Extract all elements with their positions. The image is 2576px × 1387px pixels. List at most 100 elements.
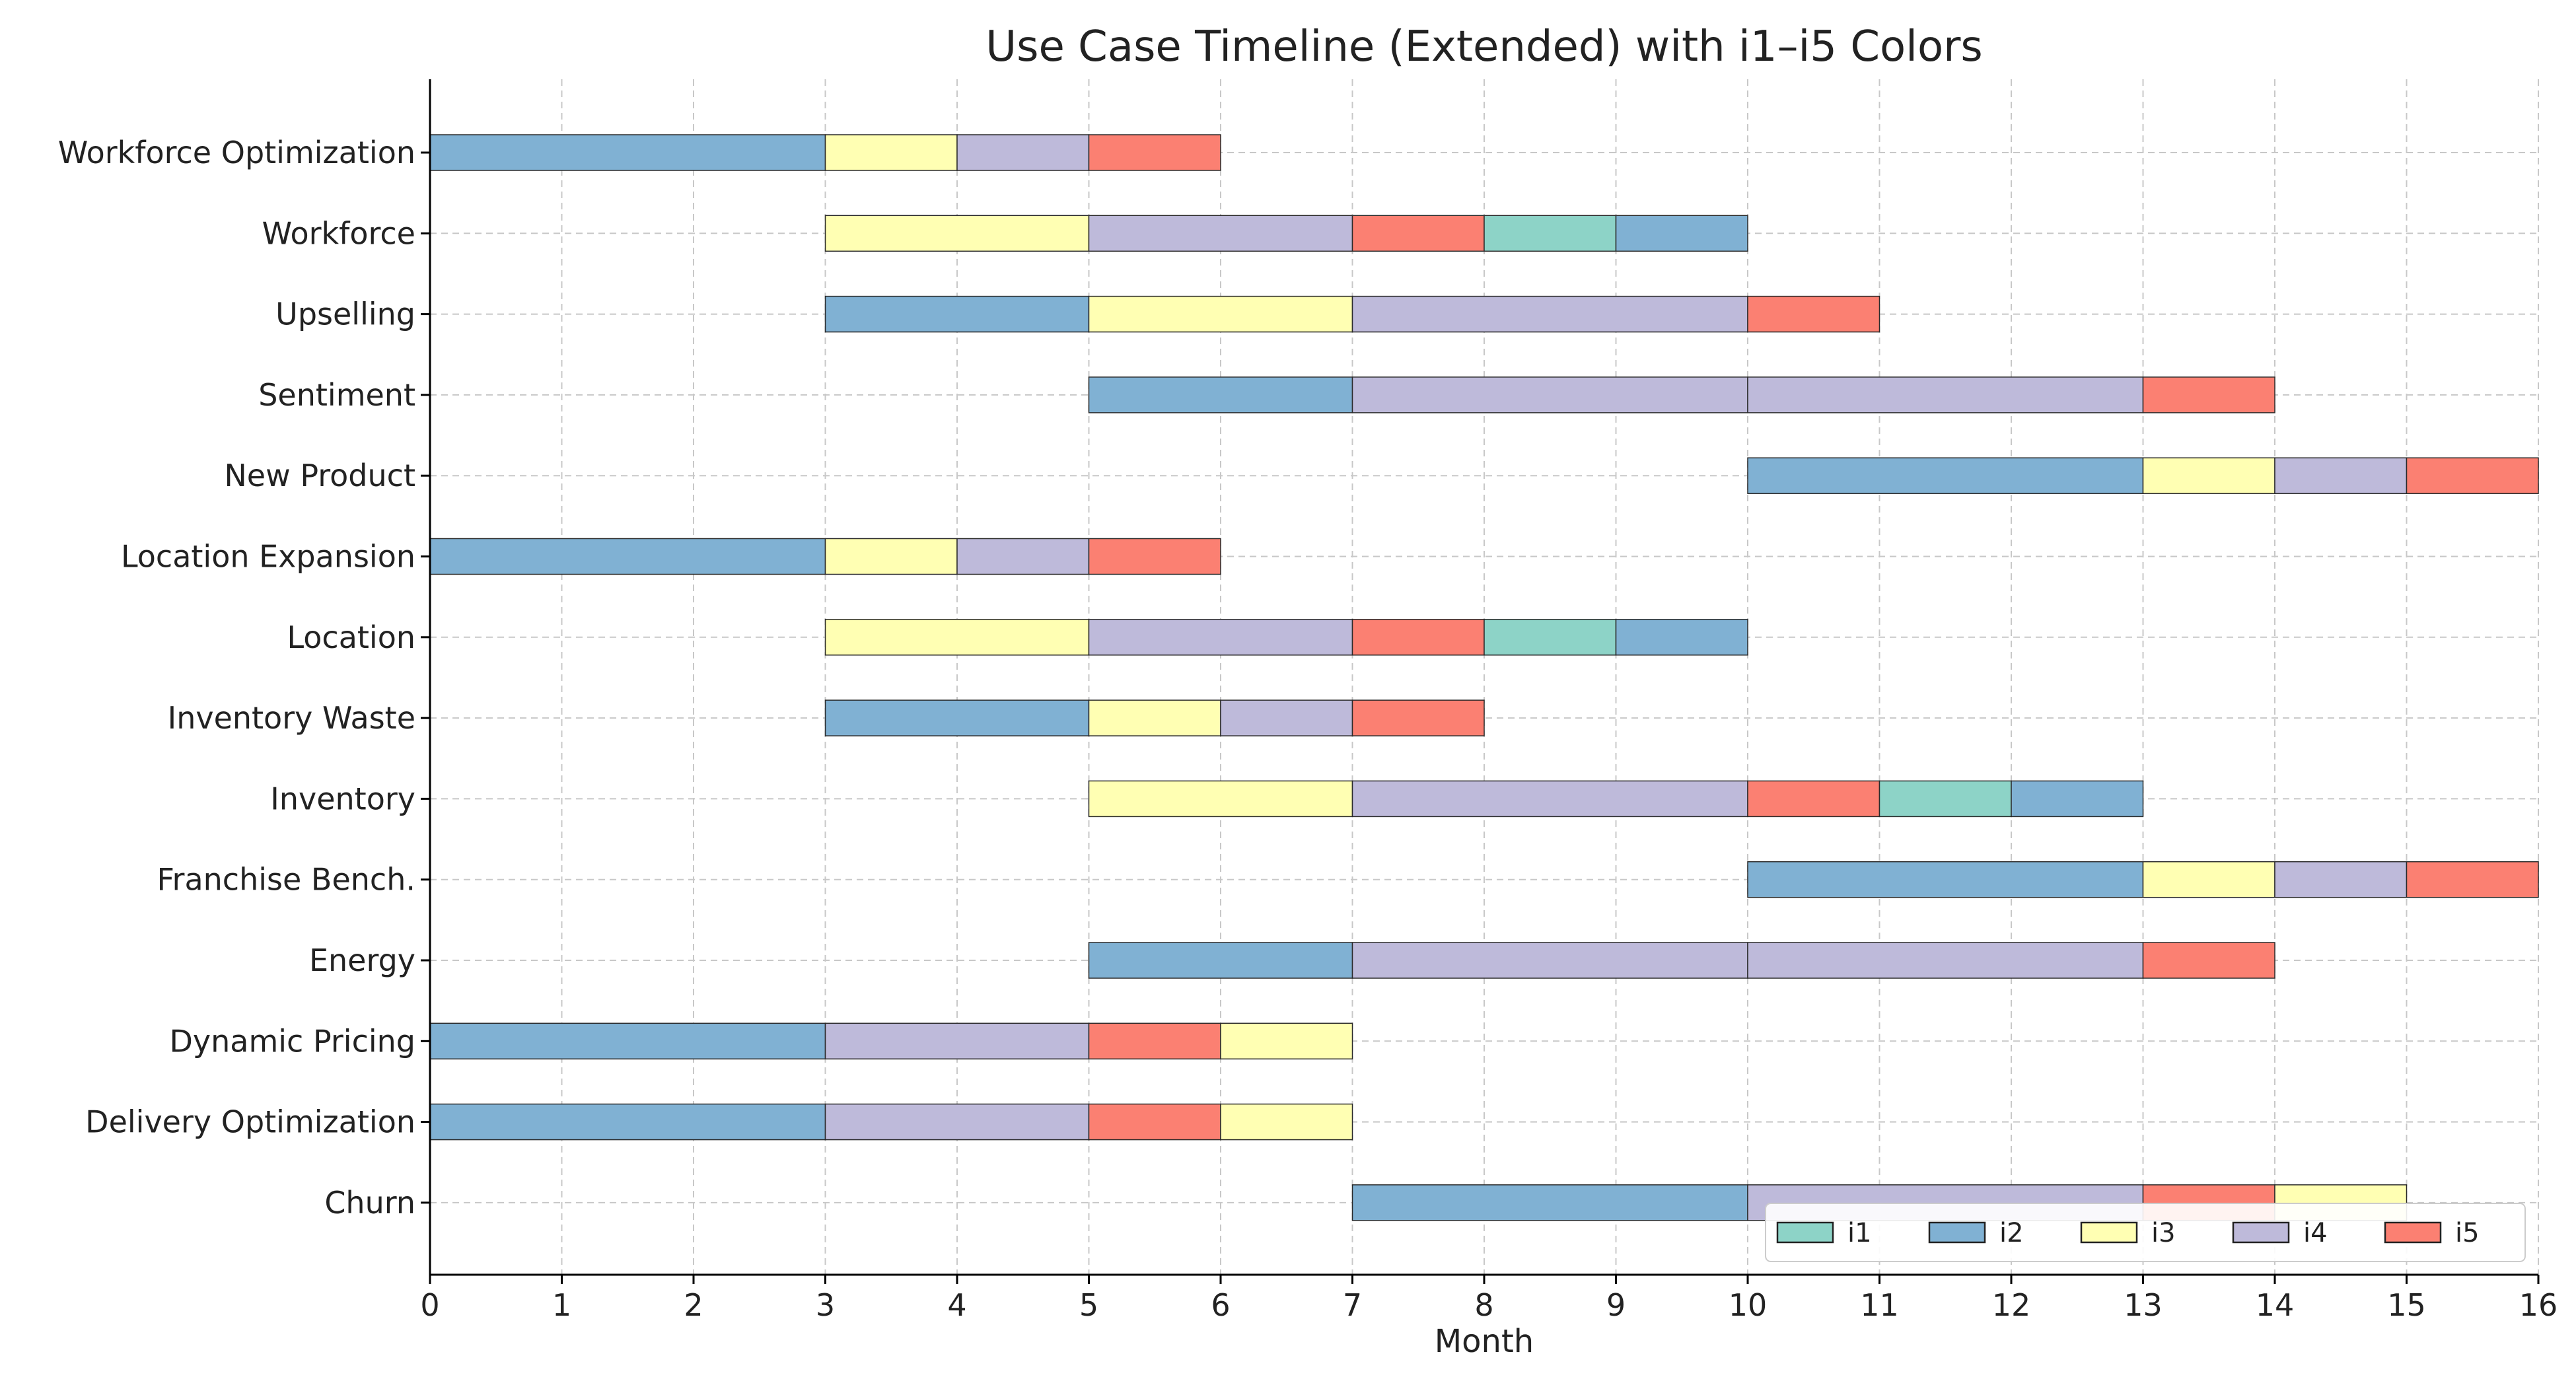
bar-segment-i2	[824, 295, 1090, 333]
y-tick-label: Inventory Waste	[168, 700, 415, 736]
bar-segment-i2	[1351, 1184, 1748, 1221]
legend-swatch-i3	[2080, 1221, 2138, 1244]
bar-segment-i3	[1088, 295, 1353, 333]
bar-segment-i5	[1088, 538, 1221, 575]
bar-segment-i4	[2274, 457, 2408, 494]
bar-segment-i5	[2406, 861, 2539, 898]
legend-swatch-i1	[1776, 1221, 1834, 1244]
bar-segment-i2	[1615, 619, 1748, 656]
bar-segment-i2	[1615, 215, 1748, 252]
y-tick-label: New Product	[224, 458, 415, 493]
bar-segment-i3	[824, 134, 958, 171]
bar-segment-i4	[1747, 376, 2144, 413]
bar-segment-i4	[2274, 861, 2408, 898]
y-tick-label: Franchise Bench.	[157, 862, 415, 898]
bars	[429, 134, 2539, 1221]
bar-segment-i4	[1351, 780, 1748, 818]
bar-segment-i5	[1351, 215, 1485, 252]
legend-label-i4: i4	[2303, 1218, 2328, 1248]
bar-segment-i4	[1088, 619, 1353, 656]
x-tick-label: 10	[1729, 1287, 1768, 1323]
y-tick-label: Inventory	[270, 781, 415, 816]
bar-segment-i2	[429, 134, 826, 171]
bar-segment-i5	[2406, 457, 2539, 494]
legend-box	[1765, 1203, 2526, 1262]
bar-segment-i2	[1747, 861, 2144, 898]
bar-segment-i1	[1484, 215, 1617, 252]
y-tick-label: Churn	[324, 1185, 415, 1221]
y-tick-label: Workforce Optimization	[58, 135, 415, 170]
bar-segment-i2	[2011, 780, 2144, 818]
bar-segment-i4	[824, 1022, 1090, 1060]
bar-segment-i3	[1088, 699, 1221, 736]
y-tick-label: Sentiment	[258, 377, 415, 413]
bar-segment-i5	[1351, 699, 1485, 736]
x-axis-label: Month	[1435, 1323, 1534, 1360]
y-tick-label: Location Expansion	[121, 539, 415, 575]
y-tick-labels: Workforce Optimization Workforce Upselling…	[58, 135, 430, 1221]
bar-segment-i5	[1351, 619, 1485, 656]
x-tick-label: 9	[1606, 1287, 1626, 1323]
bar-segment-i5	[2142, 942, 2275, 979]
y-tick-label: Location	[287, 620, 415, 655]
bar-segment-i4	[1351, 376, 1748, 413]
bar-segment-i2	[1747, 457, 2144, 494]
y-tick-label: Dynamic Pricing	[169, 1023, 415, 1059]
bar-segment-i5	[2142, 376, 2275, 413]
x-tick-label: 6	[1211, 1287, 1230, 1323]
legend-label-i3: i3	[2151, 1218, 2176, 1248]
bar-segment-i4	[1351, 942, 1748, 979]
x-tick-label: 2	[684, 1287, 703, 1323]
bar-segment-i3	[1088, 780, 1353, 818]
y-tick-label: Upselling	[275, 297, 415, 332]
bar-segment-i5	[1088, 1103, 1221, 1141]
bar-segment-i2	[1088, 942, 1353, 979]
x-tick-label: 15	[2387, 1287, 2426, 1323]
x-tick-label: 16	[2519, 1287, 2558, 1323]
bar-segment-i1	[1484, 619, 1617, 656]
bar-segment-i4	[824, 1103, 1090, 1141]
x-tick-label: 8	[1474, 1287, 1493, 1323]
bar-segment-i4	[1351, 295, 1748, 333]
x-tick-label: 11	[1860, 1287, 1899, 1323]
x-tick-labels: 0 1 2 3 4 5 6 7 8 9 10 11 12 13 14 15 16	[420, 1275, 2558, 1323]
legend-swatch-i5	[2384, 1221, 2442, 1244]
bar-segment-i4	[1088, 215, 1353, 252]
x-tick-label: 12	[1992, 1287, 2031, 1323]
bar-segment-i4	[956, 134, 1090, 171]
chart-title: Use Case Timeline (Extended) with i1–i5 …	[985, 22, 1983, 71]
bar-segment-i5	[1088, 1022, 1221, 1060]
bar-segment-i2	[429, 1103, 826, 1141]
bar-segment-i4	[956, 538, 1090, 575]
x-tick-label: 4	[947, 1287, 966, 1323]
bar-segment-i5	[1747, 780, 1880, 818]
bar-segment-i4	[1220, 699, 1353, 736]
bar-segment-i2	[429, 1022, 826, 1060]
legend: i1 i2 i3 i4 i5	[1765, 1203, 2526, 1262]
bar-segment-i3	[2142, 861, 2275, 898]
bar-segment-i2	[824, 699, 1090, 736]
y-tick-label: Delivery Optimization	[85, 1104, 415, 1140]
bar-segment-i3	[824, 215, 1090, 252]
bar-segment-i3	[1220, 1103, 1353, 1141]
bar-segment-i5	[1747, 295, 1880, 333]
x-tick-label: 3	[816, 1287, 835, 1323]
bar-segment-i5	[1088, 134, 1221, 171]
x-tick-label: 14	[2256, 1287, 2295, 1323]
y-tick-label: Workforce	[262, 215, 415, 251]
bar-segment-i3	[824, 619, 1090, 656]
bar-segment-i4	[1747, 942, 2144, 979]
x-tick-label: 1	[552, 1287, 571, 1323]
x-tick-label: 13	[2124, 1287, 2163, 1323]
legend-label-i1: i1	[1847, 1218, 1872, 1248]
bar-segment-i2	[429, 538, 826, 575]
bar-segment-i1	[1878, 780, 2012, 818]
bar-segment-i3	[1220, 1022, 1353, 1060]
legend-label-i5: i5	[2455, 1218, 2480, 1248]
legend-swatch-i4	[2232, 1221, 2290, 1244]
bar-segment-i3	[824, 538, 958, 575]
legend-label-i2: i2	[1999, 1218, 2024, 1248]
bar-segment-i2	[1088, 376, 1353, 413]
